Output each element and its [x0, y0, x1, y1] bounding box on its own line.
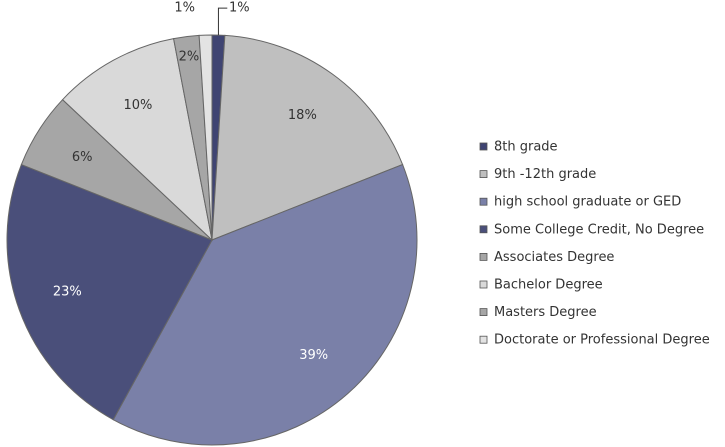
pie-slice: [61, 38, 213, 242]
legend-swatch: [479, 280, 488, 289]
legend-label: high school graduate or GED: [494, 195, 681, 210]
legend-label: 8th grade: [494, 140, 558, 155]
legend-swatch: [479, 335, 488, 344]
legend-swatch: [479, 308, 488, 317]
legend-label: Bachelor Degree: [494, 278, 603, 293]
legend-label: 9th -12th grade: [494, 167, 596, 182]
legend-label: Masters Degree: [494, 305, 597, 320]
pie-slice: [112, 163, 418, 446]
data-label: 1%: [174, 1, 195, 16]
pie-slice: [6, 163, 213, 421]
legend-swatch: [479, 252, 488, 261]
legend-swatch: [479, 170, 488, 179]
pie-slice: [198, 34, 213, 241]
legend-swatch: [479, 225, 488, 234]
legend-label: Associates Degree: [494, 250, 614, 265]
legend-swatch: [479, 197, 488, 206]
pie-slice: [211, 34, 404, 241]
data-label: 18%: [288, 108, 317, 123]
data-label: 39%: [299, 348, 328, 363]
data-label: 23%: [53, 285, 82, 300]
legend-swatch: [479, 142, 488, 151]
data-label: 2%: [179, 49, 200, 64]
data-label: 6%: [72, 150, 93, 165]
data-label: 1%: [229, 1, 250, 16]
legend-label: Doctorate or Professional Degree: [494, 333, 710, 348]
data-label: 10%: [123, 98, 152, 113]
legend-label: Some College Credit, No Degree: [494, 222, 704, 237]
leader-line: [217, 7, 228, 36]
